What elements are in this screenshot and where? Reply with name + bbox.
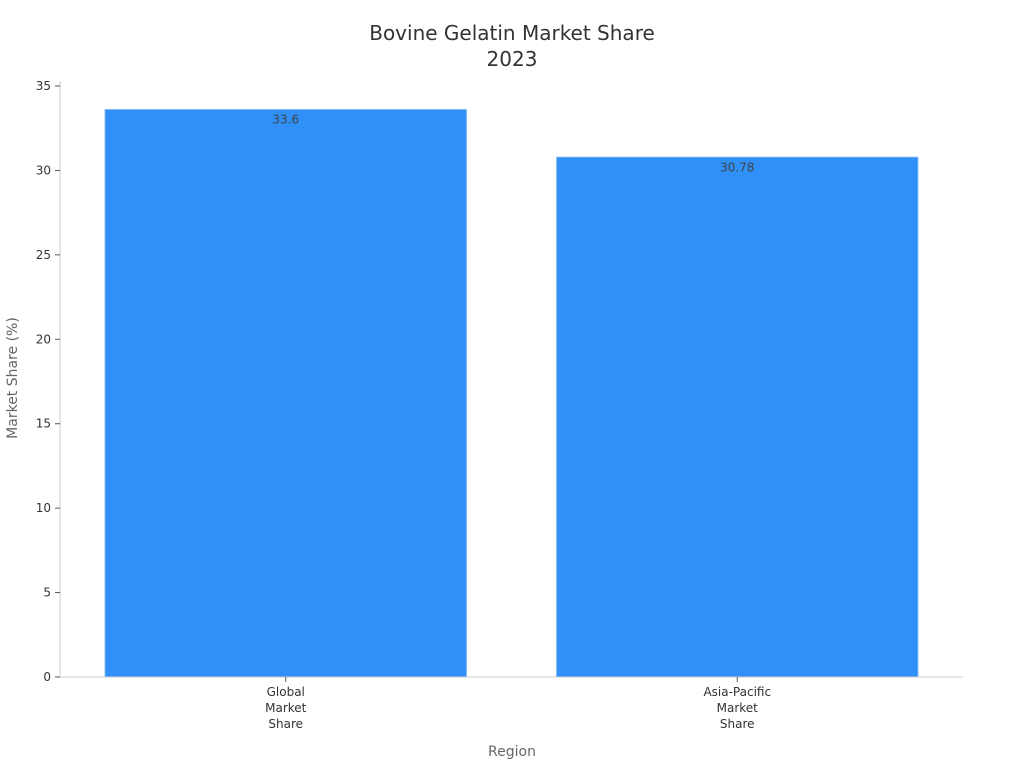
chart-title-line-2: 2023 [487, 47, 538, 71]
y-axis-label: Market Share (%) [5, 317, 21, 439]
x-axis: Global Market Share Asia-Pacific Market Share [60, 676, 963, 731]
y-tick-label: 30 [36, 163, 51, 177]
y-tick-label: 35 [36, 79, 51, 93]
x-tick-label: Asia-Pacific [703, 685, 771, 699]
bar[interactable] [104, 109, 467, 678]
y-tick-label: 25 [36, 248, 51, 262]
bars-group: 33.6 30.78 [104, 109, 919, 678]
y-tick-label: 15 [36, 417, 51, 431]
data-label: 33.6 [272, 113, 299, 127]
x-tick-label: Market [717, 701, 759, 715]
data-label: 30.78 [720, 160, 754, 174]
chart-title-line-1: Bovine Gelatin Market Share [369, 21, 655, 45]
bar[interactable] [556, 156, 919, 678]
y-tick-label: 10 [36, 501, 51, 515]
x-tick-label: Market [265, 701, 307, 715]
x-tick-label: Share [268, 717, 303, 731]
y-tick-label: 5 [43, 586, 51, 600]
x-tick-label: Global [267, 685, 305, 699]
x-axis-label: Region [488, 744, 536, 760]
x-tick-label: Share [720, 717, 755, 731]
y-axis: 0 5 10 15 20 25 30 35 [36, 79, 61, 684]
y-tick-label: 20 [36, 332, 51, 346]
y-tick-label: 0 [43, 670, 51, 684]
